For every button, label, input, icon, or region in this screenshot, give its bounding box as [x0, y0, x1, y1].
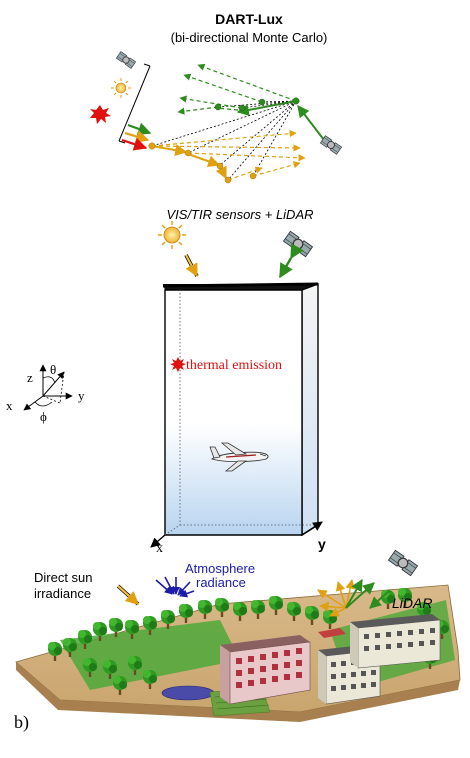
sun-icon	[111, 78, 131, 98]
thermal-emission-icon	[170, 357, 186, 372]
building-main	[220, 635, 311, 705]
thermal-emission-label: thermal emission	[186, 358, 282, 373]
sensors-label-vis: VIS/TIR sensors +	[166, 207, 275, 222]
sensors-label-lidar: LiDAR	[276, 207, 314, 222]
axis-x-label: x	[156, 541, 163, 556]
airplane-icon	[209, 442, 269, 472]
direct-sun-label-1: Direct sun	[34, 570, 93, 585]
panel-label: b)	[14, 712, 29, 733]
angle-legend: z θ y x ϕ	[6, 362, 85, 424]
lidar-satellite-icon-bottom	[387, 549, 419, 577]
lidar-scatter-arrows	[317, 578, 391, 617]
direct-sun-label-2: irradiance	[34, 586, 91, 601]
lidar-label: LiDAR	[392, 595, 432, 611]
angle-theta-label: θ	[50, 362, 56, 377]
angle-phi-label: ϕ	[40, 409, 47, 424]
scene-box	[162, 282, 319, 537]
sensors-label: VIS/TIR sensors + LiDAR	[166, 207, 313, 222]
atmosphere-radiance-arrows	[155, 576, 195, 598]
thermal-source-icon	[90, 105, 111, 124]
landscape	[15, 584, 461, 722]
building-right	[350, 614, 441, 669]
title: DART-Lux	[215, 11, 283, 27]
angle-y-label: y	[78, 388, 85, 403]
axis-y-label: y	[318, 536, 326, 552]
lidar-satellite-icon	[319, 135, 343, 155]
atmosphere-label-2: radiance	[196, 575, 246, 590]
atmosphere-label-1: Atmosphere	[185, 561, 255, 576]
satellite-icon	[115, 51, 137, 69]
subtitle: (bi-directional Monte Carlo)	[171, 30, 328, 45]
angle-z-label: z	[27, 370, 33, 385]
monte-carlo-paths	[90, 51, 343, 184]
sun-icon-sensors	[158, 221, 186, 249]
angle-x-label: x	[6, 398, 13, 413]
sensor-satellite-icon	[282, 230, 314, 258]
